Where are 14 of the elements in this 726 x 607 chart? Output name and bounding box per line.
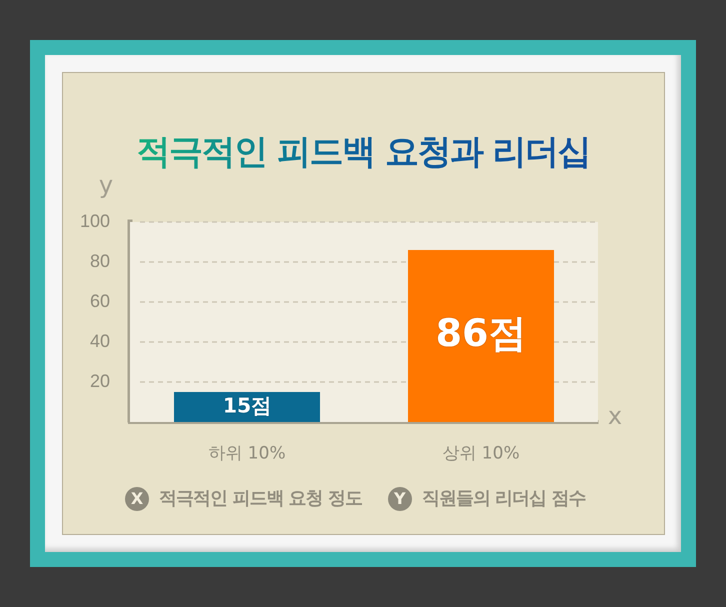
chart-title: 적극적인 피드백 요청과 리더십 xyxy=(136,132,590,172)
y-tick-label: 100 xyxy=(80,210,110,231)
x-tick-label: 하위 10% xyxy=(208,444,286,464)
x-tick-label: 상위 10% xyxy=(442,444,520,464)
y-tick-label: 20 xyxy=(90,370,110,391)
text: 직원들의 리더십 점수 xyxy=(422,487,586,511)
y-tick-label: 60 xyxy=(90,290,110,311)
y-axis-title: y xyxy=(98,171,114,200)
x-axis-title: x xyxy=(608,402,622,430)
text: 적극적인 피드백 요청 정도 xyxy=(159,487,362,511)
y-tick-label: 40 xyxy=(90,330,110,351)
data-label: 15점 xyxy=(222,393,272,418)
data-label: 86점 xyxy=(436,310,526,355)
y-tick-label: 80 xyxy=(90,250,110,271)
